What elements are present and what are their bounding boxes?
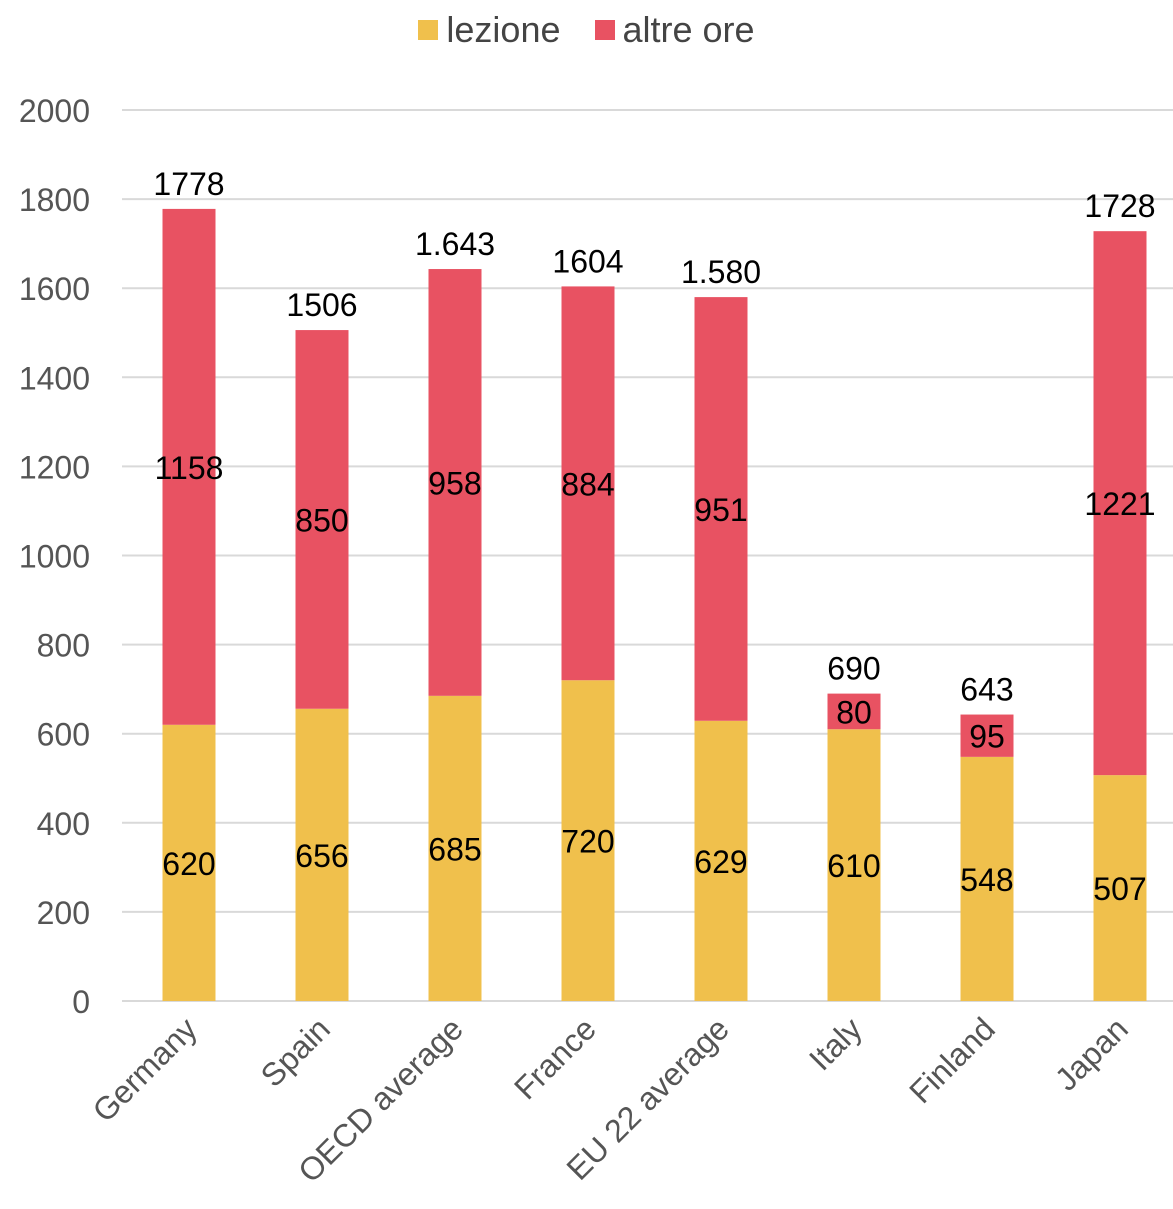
y-axis: 0 200 400 600 800 1000 1200 1400 1600 1800 2000: [19, 93, 90, 1020]
y-tick-label: 400: [37, 806, 90, 842]
y-tick-label: 1800: [19, 182, 90, 218]
bar-segment-altre-ore: [428, 269, 482, 696]
data-labels: 620 1158 1778 656 850 1506 685 958 1.643 720 884 16…: [153, 166, 1155, 907]
segment-label-lezione: 610: [827, 848, 880, 884]
x-tick-label: Finland: [902, 1010, 1002, 1110]
total-label: 643: [960, 672, 1013, 708]
bar-segment-lezione: [1093, 775, 1147, 1001]
bar-segment-altre-ore: [827, 693, 881, 730]
segment-label-altre-ore: 80: [836, 694, 872, 730]
total-label: 1604: [552, 243, 623, 279]
bars: [162, 208, 1147, 1001]
x-tick-label: Japan: [1048, 1010, 1135, 1097]
y-tick-label: 0: [72, 984, 90, 1020]
grid-lines: [122, 109, 1173, 1002]
bar-segment-altre-ore: [295, 330, 349, 709]
bar-segment-lezione: [561, 680, 615, 1001]
x-tick-label: Italy: [802, 1010, 869, 1077]
segment-label-altre-ore: 850: [295, 502, 348, 538]
bar-segment-lezione: [428, 695, 482, 1001]
legend-item-lezione: lezione: [418, 9, 561, 51]
bar-segment-altre-ore: [960, 714, 1014, 757]
segment-label-lezione: 656: [295, 838, 348, 874]
segment-label-altre-ore: 95: [969, 719, 1005, 755]
bar-segment-altre-ore: [561, 286, 615, 681]
y-tick-label: 1200: [19, 449, 90, 485]
total-label: 1778: [153, 166, 224, 202]
x-tick-label: Spain: [254, 1010, 337, 1093]
total-label: 1.643: [415, 226, 495, 262]
segment-label-lezione: 620: [162, 846, 215, 882]
segment-label-lezione: 685: [428, 831, 481, 867]
bar-segment-lezione: [960, 756, 1014, 1001]
segment-label-lezione: 507: [1093, 871, 1146, 907]
y-tick-label: 600: [37, 717, 90, 753]
segment-label-altre-ore: 958: [428, 465, 481, 501]
x-tick-label: France: [507, 1010, 603, 1106]
legend-swatch-altre-ore: [594, 20, 615, 40]
legend-item-altre-ore: altre ore: [594, 9, 755, 51]
y-tick-label: 1600: [19, 271, 90, 307]
y-tick-label: 1000: [19, 539, 90, 575]
legend-label-altre-ore: altre ore: [622, 9, 755, 50]
segment-label-lezione: 720: [561, 824, 614, 860]
total-label: 690: [827, 651, 880, 687]
bar-segment-lezione: [694, 720, 748, 1001]
y-tick-label: 800: [37, 628, 90, 664]
bar-segment-altre-ore: [694, 297, 748, 721]
bar-segment-lezione: [295, 708, 349, 1001]
segment-label-altre-ore: 1158: [155, 450, 224, 486]
segment-label-lezione: 548: [960, 862, 1013, 898]
legend: lezione altre ore: [0, 8, 1173, 52]
legend-swatch-lezione: [418, 20, 439, 40]
segment-label-altre-ore: 1221: [1084, 486, 1155, 522]
total-label: 1.580: [681, 254, 761, 290]
bar-segment-lezione: [162, 724, 216, 1001]
segment-label-altre-ore: 951: [694, 492, 747, 528]
bar-segment-altre-ore: [1093, 231, 1147, 776]
segment-label-altre-ore: 884: [561, 466, 614, 502]
y-tick-label: 2000: [19, 93, 90, 129]
bar-segment-altre-ore: [162, 208, 216, 725]
legend-label-lezione: lezione: [446, 9, 561, 50]
y-tick-label: 200: [37, 895, 90, 931]
y-tick-label: 1400: [19, 360, 90, 396]
bar-segment-lezione: [827, 729, 881, 1001]
segment-label-lezione: 629: [694, 844, 747, 880]
total-label: 1506: [286, 287, 357, 323]
total-label: 1728: [1084, 188, 1155, 224]
x-tick-label: Germany: [85, 1010, 204, 1129]
